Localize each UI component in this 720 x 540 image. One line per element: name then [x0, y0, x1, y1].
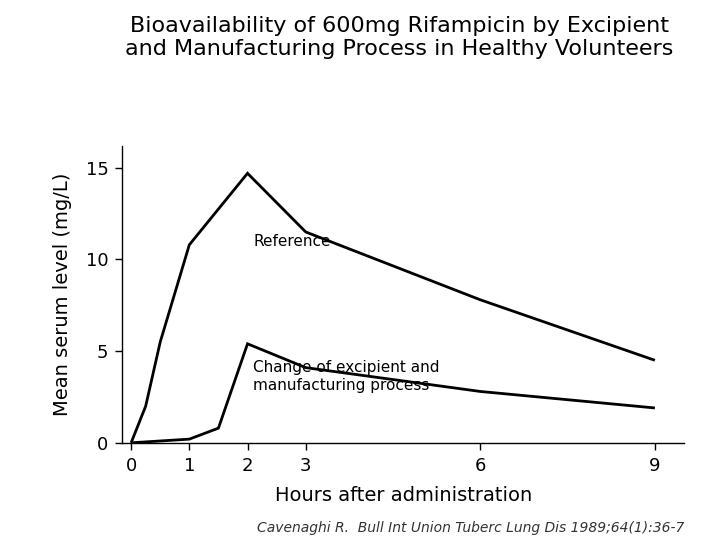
Y-axis label: Mean serum level (mg/L): Mean serum level (mg/L): [53, 173, 72, 416]
Text: Bioavailability of 600mg Rifampicin by Excipient
and Manufacturing Process in He: Bioavailability of 600mg Rifampicin by E…: [125, 16, 674, 59]
Text: Reference: Reference: [253, 234, 331, 248]
Text: Cavenaghi R.  Bull Int Union Tuberc Lung Dis 1989;64(1):36-7: Cavenaghi R. Bull Int Union Tuberc Lung …: [256, 521, 684, 535]
Text: Change of excipient and
manufacturing process: Change of excipient and manufacturing pr…: [253, 360, 440, 393]
X-axis label: Hours after administration: Hours after administration: [274, 486, 532, 505]
